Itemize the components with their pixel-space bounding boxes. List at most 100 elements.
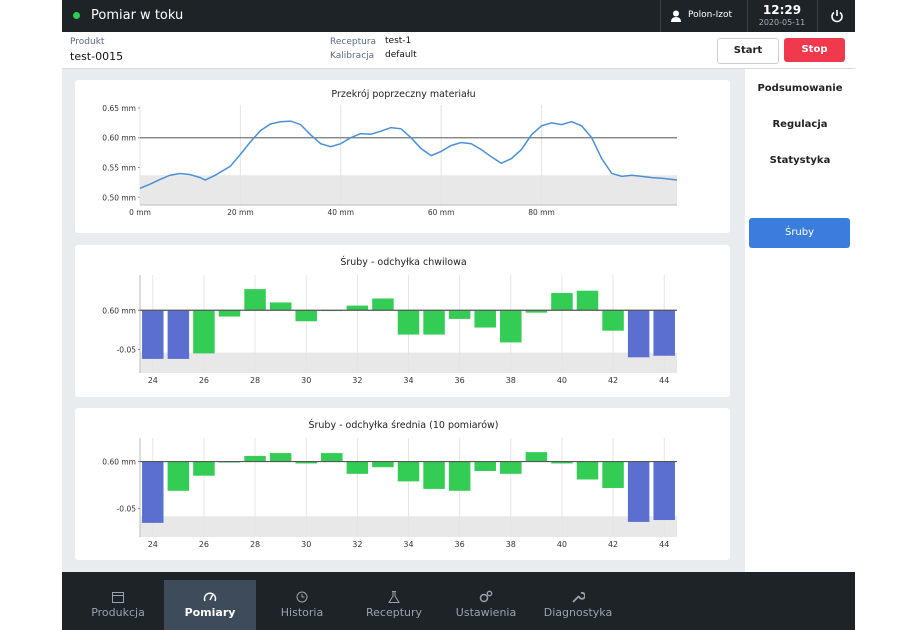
product-value: test-0015 [70,50,124,63]
x-tick-label: 28 [250,376,260,385]
x-tick-label: 38 [506,376,516,385]
bar [218,310,241,317]
clock-date: 2020-05-11 [758,18,806,27]
bar [193,461,215,476]
sidebar-item[interactable]: Podsumowanie [757,83,843,94]
nav-label: Pomiary [184,606,236,619]
y-tick-label: 0.65 mm [102,104,136,113]
start-button[interactable]: Start [717,38,779,64]
stop-button[interactable]: Stop [784,38,845,62]
x-tick-label: 24 [148,540,158,549]
x-tick-label: 44 [659,540,669,549]
x-tick-label: 26 [199,540,209,549]
status-dot [73,12,80,19]
x-tick-label: 20 mm [227,208,254,217]
nav-item[interactable]: Ustawienia [440,580,532,630]
bar [346,461,369,474]
bar [653,310,675,356]
nav-icon [203,592,217,602]
bar [423,310,445,335]
y-tick-label: -0.05 [117,505,137,514]
chart-title: Śruby - odchyłka chwilowa [340,256,466,268]
bar [551,293,573,311]
y-tick-label: 0.60 mm [102,306,136,315]
bar [244,455,266,462]
bar [525,310,548,313]
bar [142,461,164,523]
y-tick-label: 0.60 mm [102,458,136,467]
product-label: Produkt [70,37,105,47]
y-tick-label: 0.55 mm [102,164,136,173]
separator [817,0,818,32]
status-bar: Pomiar w toku Polon-Izot 12:29 2020-05-1… [62,0,855,32]
recipe-label: Receptura [330,37,377,47]
recipe-value: test-1 [385,36,412,46]
x-tick-label: 34 [403,376,413,385]
bar [372,298,394,311]
nav-item[interactable]: Pomiary [164,580,256,630]
sidebar-item[interactable]: Regulacja [772,119,828,130]
bar [269,302,292,311]
x-tick-label: 40 [557,376,567,385]
bar [576,461,599,480]
bar [602,310,624,331]
separator [660,0,661,32]
nav-icon [296,591,308,603]
nav-icon [388,591,400,603]
bar [321,453,343,462]
user-name[interactable]: Polon-Izot [688,10,732,20]
data-line [139,120,678,189]
x-tick-label: 40 [557,540,567,549]
x-tick-label: 36 [455,540,465,549]
bar [448,461,471,491]
bar [372,461,394,468]
bar [474,461,496,471]
nav-item[interactable]: Produkcja [72,580,164,630]
bar [448,310,471,319]
bar [142,310,164,359]
x-tick-label: 34 [403,540,413,549]
bar [653,461,675,521]
nav-label: Produkcja [91,606,145,619]
y-tick-label: -0.05 [117,345,137,354]
bar [269,453,292,462]
x-tick-label: 24 [148,376,158,385]
sidebar-item[interactable]: Statystyka [769,155,831,166]
x-tick-label: 36 [455,376,465,385]
bar [576,290,599,311]
y-tick-label: 0.50 mm [102,193,136,202]
clock-time: 12:29 [762,3,802,17]
calibration-value: default [385,50,417,60]
power-button[interactable] [830,9,844,23]
screws-button[interactable]: Śruby [749,218,850,248]
calibration-label: Kalibracja [330,51,375,61]
x-tick-label: 42 [608,376,618,385]
bar [295,461,317,464]
tolerance-band [140,175,677,205]
x-tick-label: 60 mm [428,208,455,217]
nav-icon [112,592,124,603]
nav-label: Ustawienia [455,606,517,619]
x-tick-label: 32 [352,540,362,549]
nav-icon [572,591,585,603]
nav-icon [479,590,493,603]
bar [167,461,190,491]
x-tick-label: 28 [250,540,260,549]
chart-title: Przekrój poprzeczny materiału [331,89,475,100]
nav-item[interactable]: Receptury [348,580,440,630]
x-tick-label: 38 [506,540,516,549]
nav-label: Historia [280,606,324,619]
nav-label: Receptury [365,606,423,619]
bar [602,461,624,488]
bar [244,289,266,311]
x-tick-label: 30 [301,376,311,385]
chart-title: Śruby - odchyłka średnia (10 pomiarów) [308,419,498,431]
nav-item[interactable]: Diagnostyka [532,580,624,630]
status-title: Pomiar w toku [91,8,184,23]
bar [500,461,522,474]
bar [500,310,522,343]
bar [167,310,190,359]
nav-item[interactable]: Historia [256,580,348,630]
x-tick-label: 26 [199,376,209,385]
